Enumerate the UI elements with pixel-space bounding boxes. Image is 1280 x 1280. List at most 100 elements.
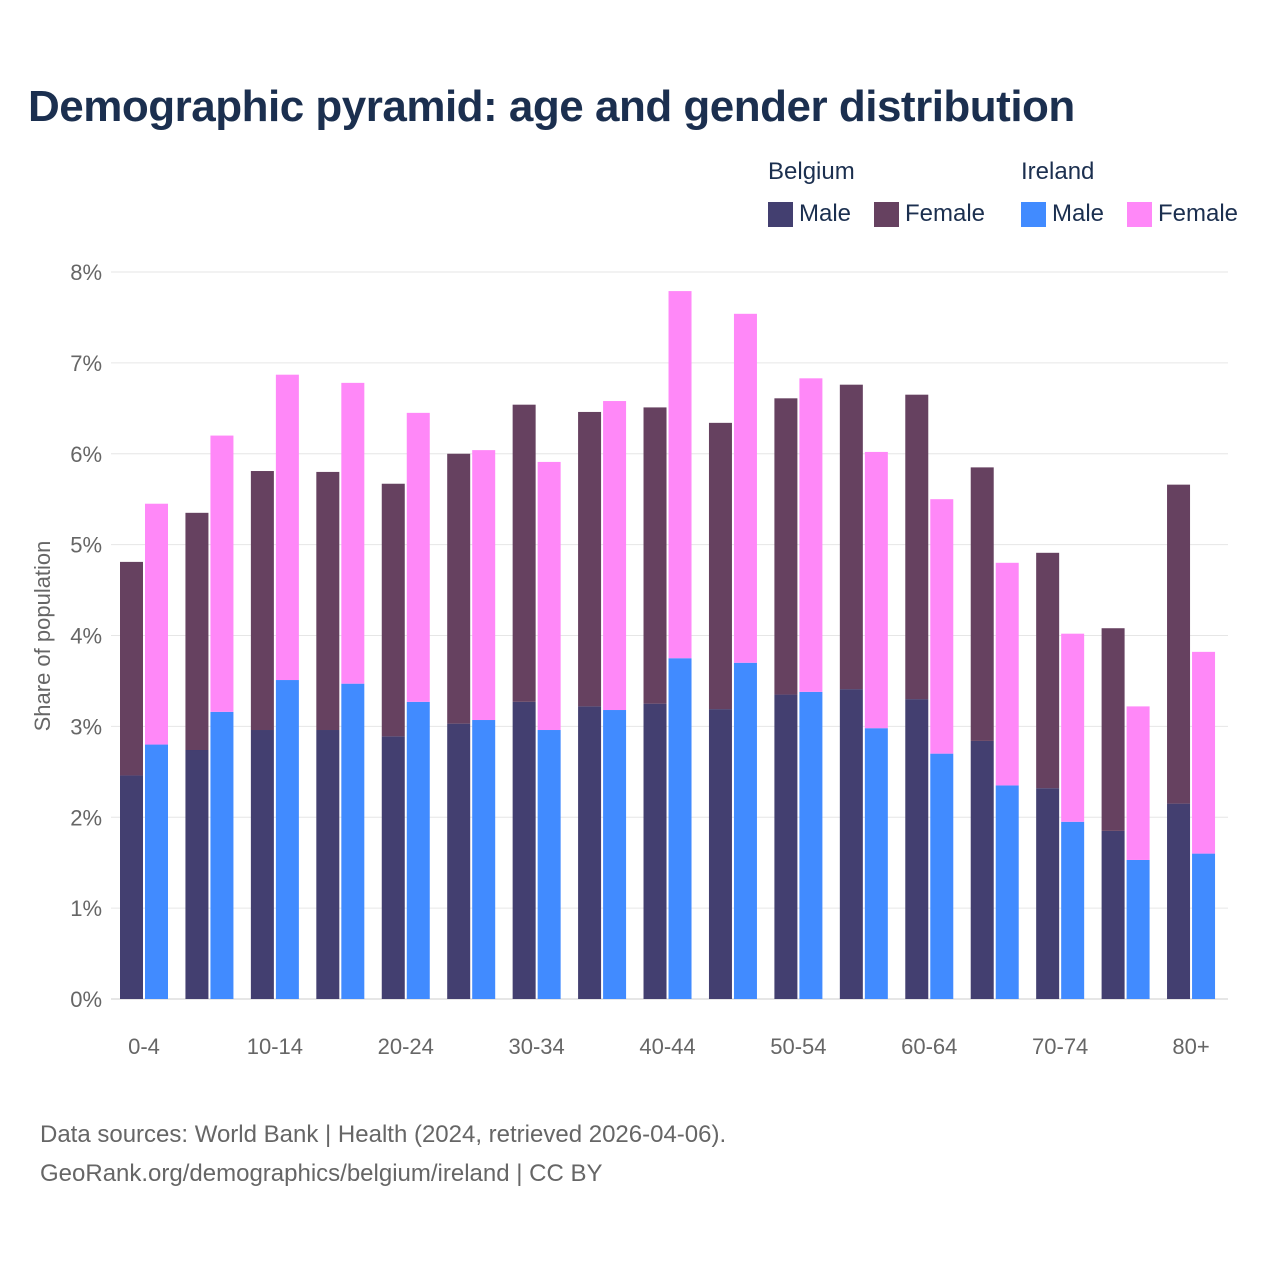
y-tick-label: 1% xyxy=(70,896,102,921)
bar-ireland-female-12[interactable] xyxy=(930,499,954,754)
bar-belgium-male-15[interactable] xyxy=(1101,830,1125,999)
bar-ireland-male-1[interactable] xyxy=(210,711,234,999)
bar-ireland-male-0[interactable] xyxy=(145,744,168,999)
bar-ireland-male-14[interactable] xyxy=(1061,821,1085,999)
y-tick-label: 5% xyxy=(70,533,102,558)
y-tick-label: 7% xyxy=(70,351,102,376)
bar-belgium-female-8[interactable] xyxy=(643,407,667,704)
bar-belgium-female-15[interactable] xyxy=(1101,628,1125,831)
bar-belgium-female-4[interactable] xyxy=(381,483,405,737)
bar-ireland-female-9[interactable] xyxy=(733,313,757,663)
y-axis-label: Share of population xyxy=(30,541,55,732)
source-line-1: Data sources: World Bank | Health (2024,… xyxy=(40,1121,727,1148)
x-tick-label: 50-54 xyxy=(770,1034,826,1059)
bar-belgium-male-7[interactable] xyxy=(578,706,602,999)
bar-belgium-female-11[interactable] xyxy=(839,384,863,690)
y-tick-label: 2% xyxy=(70,805,102,830)
bar-ireland-male-15[interactable] xyxy=(1126,859,1150,999)
legend-label: Female xyxy=(905,200,986,227)
source-note: Data sources: World Bank | Health (2024,… xyxy=(40,1115,726,1193)
legend-label: Male xyxy=(799,200,852,227)
bar-belgium-male-11[interactable] xyxy=(839,689,863,999)
bar-belgium-female-12[interactable] xyxy=(905,394,929,700)
bar-belgium-male-8[interactable] xyxy=(643,703,667,999)
y-tick-label: 3% xyxy=(70,714,102,739)
bar-belgium-female-3[interactable] xyxy=(316,471,340,731)
bar-ireland-male-11[interactable] xyxy=(864,728,888,999)
bar-ireland-female-16[interactable] xyxy=(1192,651,1216,854)
bar-belgium-male-2[interactable] xyxy=(250,730,274,999)
legend-belgium-male[interactable]: Male xyxy=(768,200,851,228)
y-tick-label: 8% xyxy=(70,260,102,285)
bar-belgium-female-14[interactable] xyxy=(1036,552,1060,789)
bar-belgium-male-0[interactable] xyxy=(120,775,143,999)
legend-belgium-female[interactable]: Female xyxy=(874,200,985,228)
legend-swatch xyxy=(874,201,899,227)
x-tick-label: 20-24 xyxy=(378,1034,434,1059)
bar-ireland-male-4[interactable] xyxy=(406,701,430,999)
bar-belgium-male-13[interactable] xyxy=(970,740,994,999)
bar-ireland-female-7[interactable] xyxy=(603,401,627,711)
bar-ireland-female-5[interactable] xyxy=(472,450,496,721)
legend-group-ireland: Ireland xyxy=(1021,158,1095,185)
x-tick-label: 80+ xyxy=(1172,1034,1209,1059)
bar-ireland-male-10[interactable] xyxy=(799,691,823,999)
bar-ireland-male-16[interactable] xyxy=(1192,853,1216,999)
y-tick-label: 6% xyxy=(70,442,102,467)
bar-ireland-female-6[interactable] xyxy=(537,461,561,731)
bar-ireland-male-3[interactable] xyxy=(341,683,365,999)
bar-ireland-male-8[interactable] xyxy=(668,658,692,999)
bar-ireland-female-15[interactable] xyxy=(1126,706,1150,860)
bar-ireland-female-0[interactable] xyxy=(145,503,168,745)
bar-ireland-female-4[interactable] xyxy=(406,412,430,702)
bar-ireland-female-2[interactable] xyxy=(275,374,299,681)
bar-belgium-male-4[interactable] xyxy=(381,736,405,999)
bar-ireland-female-14[interactable] xyxy=(1061,633,1085,822)
bar-belgium-male-16[interactable] xyxy=(1167,803,1191,999)
bar-belgium-female-10[interactable] xyxy=(774,398,798,695)
bar-belgium-male-3[interactable] xyxy=(316,730,340,999)
bar-ireland-female-1[interactable] xyxy=(210,435,234,712)
bar-belgium-female-9[interactable] xyxy=(708,422,732,710)
legend-label: Male xyxy=(1052,200,1105,227)
legend-group-belgium: Belgium xyxy=(768,158,855,185)
bar-belgium-male-14[interactable] xyxy=(1036,788,1060,999)
source-line-2[interactable]: GeoRank.org/demographics/belgium/ireland… xyxy=(40,1160,603,1187)
bar-ireland-male-6[interactable] xyxy=(537,730,561,999)
bar-ireland-male-7[interactable] xyxy=(603,710,627,999)
bar-belgium-female-6[interactable] xyxy=(512,404,536,702)
x-tick-label: 60-64 xyxy=(901,1034,957,1059)
bar-belgium-female-0[interactable] xyxy=(120,561,143,776)
bar-belgium-male-10[interactable] xyxy=(774,694,798,999)
bar-belgium-female-7[interactable] xyxy=(578,411,602,707)
bar-ireland-female-10[interactable] xyxy=(799,378,823,692)
bar-belgium-female-2[interactable] xyxy=(250,471,274,731)
legend-ireland-male[interactable]: Male xyxy=(1021,200,1104,228)
y-tick-label: 0% xyxy=(70,987,102,1012)
bar-ireland-male-2[interactable] xyxy=(275,680,299,999)
bar-belgium-male-9[interactable] xyxy=(708,709,732,999)
bar-belgium-male-5[interactable] xyxy=(447,723,471,999)
legend-ireland-female[interactable]: Female xyxy=(1127,200,1238,228)
bar-ireland-female-8[interactable] xyxy=(668,291,692,659)
bar-belgium-male-6[interactable] xyxy=(512,701,536,999)
legend-swatch xyxy=(1127,201,1152,227)
bar-belgium-female-13[interactable] xyxy=(970,467,994,741)
bar-ireland-male-9[interactable] xyxy=(733,662,757,999)
chart-title: Demographic pyramid: age and gender dist… xyxy=(28,82,1075,131)
bar-ireland-female-13[interactable] xyxy=(995,562,1019,786)
bar-ireland-female-3[interactable] xyxy=(341,382,365,684)
bar-belgium-male-1[interactable] xyxy=(185,750,209,999)
bar-ireland-female-11[interactable] xyxy=(864,451,888,729)
bar-belgium-female-5[interactable] xyxy=(447,453,471,724)
x-tick-label: 70-74 xyxy=(1032,1034,1088,1059)
y-tick-label: 4% xyxy=(70,624,102,649)
bar-ireland-male-5[interactable] xyxy=(472,720,496,999)
x-tick-label: 10-14 xyxy=(247,1034,303,1059)
bar-belgium-female-1[interactable] xyxy=(185,512,209,751)
bar-ireland-male-13[interactable] xyxy=(995,785,1019,999)
bar-belgium-male-12[interactable] xyxy=(905,699,929,999)
bar-ireland-male-12[interactable] xyxy=(930,753,954,999)
legend-swatch xyxy=(1021,201,1046,227)
bar-belgium-female-16[interactable] xyxy=(1167,484,1191,804)
